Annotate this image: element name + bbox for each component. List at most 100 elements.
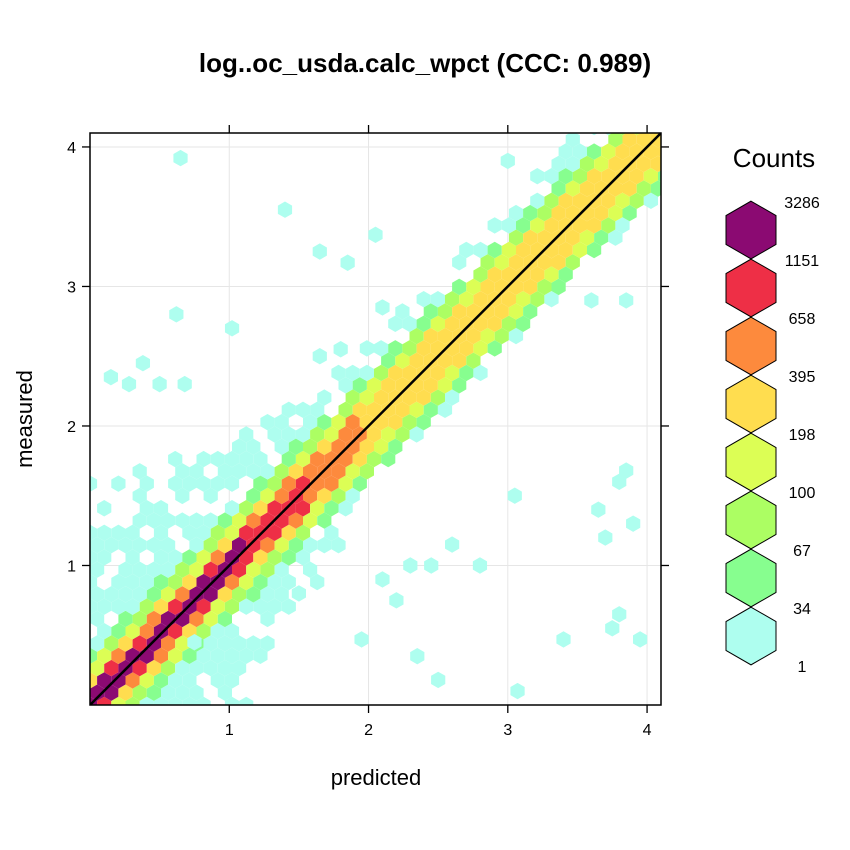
hex-cell: [118, 635, 133, 652]
hex-cell: [153, 696, 169, 705]
hex-cell: [295, 450, 311, 468]
hex-cell: [253, 573, 268, 591]
hex-cell-outlier: [340, 254, 355, 271]
x-tick-label: 2: [364, 722, 373, 739]
hex-cell: [345, 487, 360, 505]
hex-cell: [90, 684, 105, 701]
hex-cell: [508, 254, 524, 271]
hex-cell: [246, 438, 261, 455]
hex-cell: [76, 537, 90, 553]
x-tick-label: 4: [643, 722, 652, 739]
hex-cell: [466, 352, 481, 369]
hex-cell: [459, 241, 474, 259]
hex-cell: [501, 315, 516, 332]
hex-cell: [487, 340, 502, 357]
hex-cell: [232, 659, 247, 677]
hex-cell: [153, 647, 169, 665]
hex-cell: [260, 463, 275, 480]
hex-cell: [416, 389, 431, 406]
hex-cell: [111, 623, 126, 640]
hex-cell: [303, 487, 318, 505]
hex-cell: [374, 340, 389, 357]
hex-cell: [274, 487, 289, 505]
hex-cell-outlier: [333, 341, 348, 358]
hex-cell: [295, 426, 311, 443]
hex-cell: [338, 500, 353, 517]
hex-cell: [480, 327, 495, 345]
hex-cell: [608, 133, 623, 148]
hex-cell-outlier: [375, 299, 390, 316]
hex-cell: [76, 685, 90, 701]
hex-cell: [224, 672, 240, 689]
hex-cell: [594, 155, 609, 173]
x-tick-label: 3: [503, 722, 512, 739]
hex-cell: [281, 598, 296, 615]
hex-cell: [217, 610, 232, 628]
hex-cell: [210, 647, 225, 665]
hex-cell: [473, 340, 488, 357]
hex-cell: [196, 549, 211, 566]
hex-cell: [104, 536, 119, 554]
hex-cell-outlier: [612, 606, 627, 623]
hex-cell: [466, 303, 481, 320]
hex-cell: [76, 488, 90, 504]
hex-cell: [366, 377, 382, 394]
hex-cell: [217, 463, 232, 480]
hex-cell: [90, 598, 98, 615]
hex-cell: [281, 426, 296, 443]
hex-cell: [288, 536, 303, 554]
hex-cell: [217, 635, 232, 652]
hex-cell: [352, 450, 367, 468]
hex-cell-outlier: [619, 292, 634, 309]
plot-border: [89, 132, 662, 706]
hex-cell: [572, 168, 587, 185]
x-tick-label: 1: [225, 722, 234, 739]
hex-cell: [452, 278, 467, 296]
hex-cell: [530, 266, 545, 283]
one-to-one-line: [90, 133, 661, 705]
hex-cell-outlier: [619, 462, 634, 479]
hex-cell: [175, 463, 190, 480]
hex-cell: [324, 450, 339, 468]
hex-cell: [267, 426, 282, 443]
hex-cell: [501, 266, 516, 283]
hex-cell: [381, 377, 396, 394]
hex-cell: [69, 598, 83, 614]
hex-cell: [253, 475, 268, 492]
hex-cell: [338, 426, 353, 443]
hex-cell: [317, 536, 332, 554]
hex-cell: [267, 549, 282, 566]
hex-cell: [224, 598, 240, 615]
hex-cell: [132, 536, 147, 554]
hex-cell: [388, 413, 403, 431]
hex-cell: [423, 303, 438, 320]
hex-cell: [601, 192, 616, 209]
legend-break-label: 34: [793, 601, 811, 618]
hex-cell: [168, 598, 183, 615]
hex-cell: [189, 586, 204, 603]
hex-cell: [90, 647, 98, 665]
y-axis-label: measured: [12, 370, 37, 468]
hex-cell: [352, 377, 367, 394]
hex-cell: [125, 696, 140, 705]
hex-cell: [608, 229, 623, 246]
hex-cell: [423, 352, 438, 369]
hex-cell: [182, 696, 197, 705]
hex-cell: [445, 290, 460, 308]
hex-cell: [224, 647, 240, 665]
hex-cell: [338, 450, 353, 468]
hex-cell: [90, 475, 98, 492]
hex-cell: [324, 500, 339, 517]
hex-cell: [374, 364, 389, 382]
hex-cell: [153, 672, 169, 689]
hex-cell: [310, 426, 325, 443]
hex-cell: [381, 352, 396, 369]
hex-cell: [196, 450, 211, 468]
hex-cell: [629, 192, 644, 209]
hex-cell: [139, 598, 154, 615]
legend-break-label: 100: [789, 485, 816, 502]
hex-cell: [281, 401, 296, 419]
hex-cell: [601, 168, 616, 185]
hex-cell: [90, 561, 105, 578]
